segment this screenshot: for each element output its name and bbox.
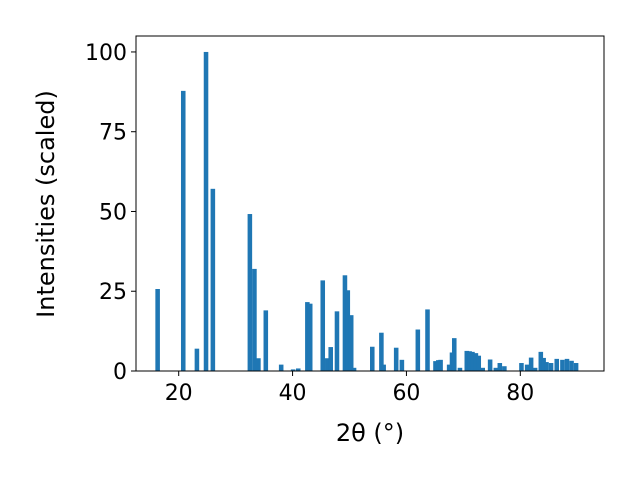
bar xyxy=(451,338,457,371)
bar xyxy=(538,351,544,371)
bar xyxy=(446,364,452,371)
y-tick-label: 0 xyxy=(113,360,127,385)
bar xyxy=(342,275,348,371)
bar xyxy=(497,363,503,371)
bar xyxy=(476,355,482,371)
bar xyxy=(290,369,296,371)
bar xyxy=(305,302,310,371)
bar xyxy=(194,348,200,371)
bar xyxy=(348,315,354,371)
bar xyxy=(528,357,534,371)
bar xyxy=(449,352,455,371)
bar xyxy=(502,366,507,371)
y-axis-label: Intensities (scaled) xyxy=(32,90,60,318)
y-tick-label: 25 xyxy=(99,280,127,305)
bar xyxy=(541,357,546,371)
bar xyxy=(573,363,579,371)
x-tick-label: 40 xyxy=(279,381,307,406)
bar xyxy=(554,358,560,371)
bar xyxy=(370,346,375,371)
bar xyxy=(180,90,186,371)
bar xyxy=(393,347,399,371)
bar xyxy=(487,359,493,371)
bar xyxy=(569,360,574,371)
bar xyxy=(334,311,340,371)
bar xyxy=(399,359,405,371)
bar xyxy=(560,359,565,371)
x-tick-label: 80 xyxy=(506,381,534,406)
bar xyxy=(544,362,549,371)
x-tick-label: 60 xyxy=(392,381,420,406)
x-axis-label: 2θ (°) xyxy=(336,419,404,447)
x-axis-ticks: 20 40 60 80 xyxy=(165,371,534,406)
bar xyxy=(532,367,538,371)
y-tick-label: 50 xyxy=(99,200,127,225)
bar xyxy=(381,364,386,371)
bar xyxy=(155,289,160,371)
bar xyxy=(457,367,463,371)
bar xyxy=(210,188,216,371)
bar xyxy=(564,358,570,371)
bar xyxy=(470,351,475,371)
bar xyxy=(252,268,257,371)
y-tick-label: 100 xyxy=(85,41,127,66)
bar xyxy=(467,351,472,371)
bar xyxy=(263,310,269,371)
bar xyxy=(438,359,443,371)
bar xyxy=(493,367,499,371)
bar xyxy=(519,363,524,371)
bar xyxy=(345,290,351,371)
y-tick-label: 75 xyxy=(99,121,127,146)
bar xyxy=(328,347,333,371)
bar xyxy=(307,303,313,371)
bars-group xyxy=(155,51,579,371)
bar xyxy=(351,367,357,371)
bar xyxy=(548,363,554,371)
bar xyxy=(480,367,485,371)
bar xyxy=(433,361,438,371)
bar xyxy=(203,51,209,371)
bar xyxy=(295,368,301,371)
bar xyxy=(278,364,284,371)
bar xyxy=(320,280,326,371)
bar xyxy=(256,358,261,371)
y-axis-ticks: 0 25 50 75 100 xyxy=(85,41,136,385)
plot-frame xyxy=(135,35,605,372)
bar xyxy=(436,360,441,371)
x-tick-label: 20 xyxy=(165,381,193,406)
bar xyxy=(524,364,530,371)
bar xyxy=(473,353,479,371)
bar xyxy=(325,358,330,371)
bar xyxy=(425,309,430,371)
bar xyxy=(247,214,253,371)
bar xyxy=(379,332,384,371)
bar xyxy=(464,350,470,371)
bar xyxy=(415,329,421,371)
